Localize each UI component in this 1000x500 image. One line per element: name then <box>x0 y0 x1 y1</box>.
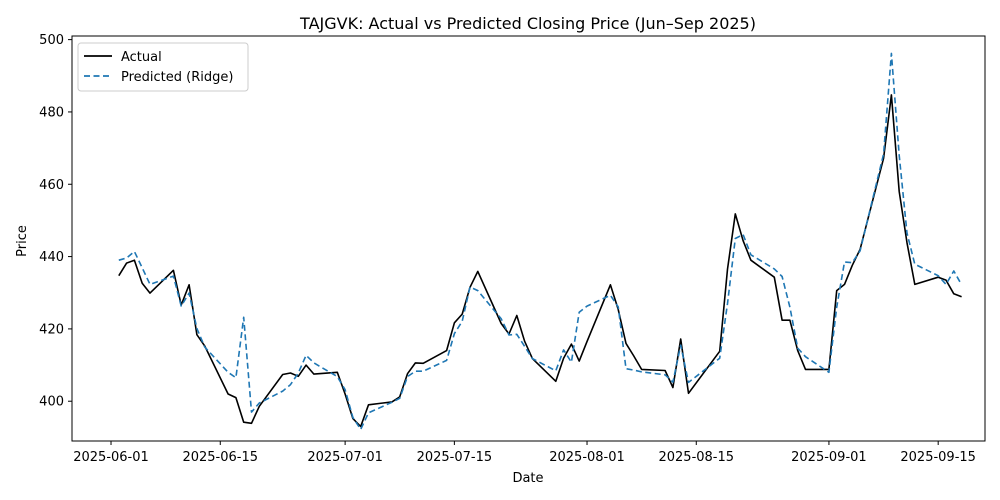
x-tick-label: 2025-08-01 <box>549 450 625 465</box>
legend-label-predicted: Predicted (Ridge) <box>121 70 233 85</box>
x-tick-label: 2025-09-01 <box>791 450 867 465</box>
chart-title: TAJGVK: Actual vs Predicted Closing Pric… <box>299 14 756 33</box>
x-tick-label: 2025-07-15 <box>417 450 493 465</box>
x-tick-label: 2025-06-01 <box>73 450 149 465</box>
y-tick-label: 500 <box>39 33 64 48</box>
legend-label-actual: Actual <box>121 50 162 65</box>
y-tick-label: 420 <box>39 322 64 337</box>
series-line-predicted <box>118 52 963 431</box>
x-axis-ticks: 2025-06-01 2025-06-15 2025-07-01 2025-07-15… <box>73 441 976 465</box>
legend-box <box>77 42 249 92</box>
legend: Actual Predicted (Ridge) <box>77 42 249 92</box>
x-tick-label: 2025-07-01 <box>307 450 383 465</box>
y-axis-label: Price <box>15 225 30 257</box>
x-tick-label: 2025-09-15 <box>900 450 976 465</box>
y-tick-label: 440 <box>39 250 64 265</box>
x-axis-label: Date <box>512 471 543 486</box>
series-line-actual <box>118 94 962 428</box>
y-tick-label: 460 <box>39 178 64 193</box>
x-tick-label: 2025-08-15 <box>658 450 734 465</box>
x-tick-label: 2025-06-15 <box>182 450 258 465</box>
plot-frame <box>71 35 986 442</box>
plot-lines <box>118 52 963 431</box>
y-tick-label: 400 <box>39 395 64 410</box>
y-axis-ticks: 400 420 440 460 480 500 <box>39 33 72 410</box>
y-tick-label: 480 <box>39 105 64 120</box>
